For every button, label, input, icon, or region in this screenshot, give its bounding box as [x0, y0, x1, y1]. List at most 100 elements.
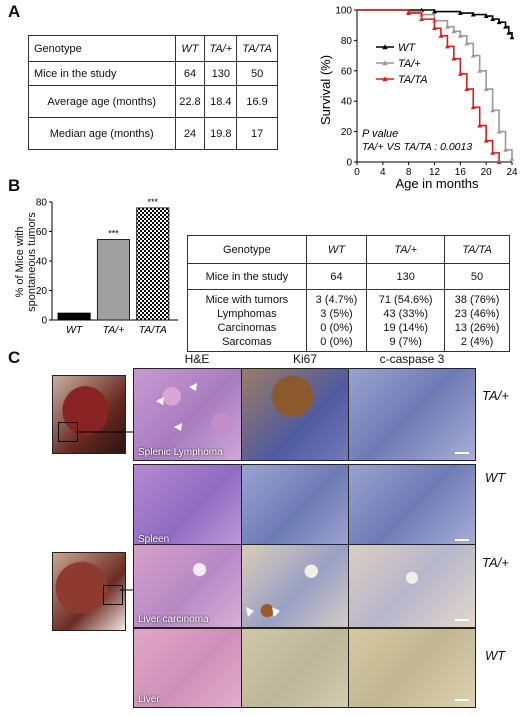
bar-tata: [136, 207, 170, 321]
significance-label: ***: [148, 197, 159, 207]
table-cell: 0 (0%): [320, 335, 353, 348]
photo-inset-box: [103, 585, 123, 605]
bar-ta: [96, 239, 130, 321]
row-label-sarcomas: Sarcomas: [222, 335, 272, 348]
row-label: WT: [485, 648, 506, 663]
table-cell: 64: [174, 61, 206, 86]
series-point: [490, 16, 496, 22]
y-tick-label: 80: [36, 198, 48, 209]
series-point: [419, 16, 424, 22]
series-point: [483, 13, 489, 18]
tile-liver-he: Liver: [133, 628, 261, 708]
x-tick-label: TA/TA: [139, 324, 167, 336]
column-header-he: H&E: [184, 352, 210, 366]
row-label-carcinomas: Carcinomas: [217, 321, 277, 334]
tumor-bar-chart: 0 20 40 60 80 WT TA/+ *** TA/TA ***: [36, 197, 178, 336]
table-row: Mice in the study 64 130 50: [187, 263, 510, 290]
y-axis-label: Survival (%): [318, 55, 333, 125]
x-tick-label: 8: [406, 167, 412, 178]
table-row-label: Median age (months): [28, 117, 176, 150]
series-point: [432, 9, 437, 14]
p-value-title: P value: [362, 128, 398, 140]
table-cell: 23 (46%): [454, 307, 500, 320]
tile-liver-carcinoma-caspase: [348, 544, 476, 628]
table-row: Genotype WT TA/+ TA/TA: [187, 235, 510, 264]
table-cell: 2 (4%): [460, 335, 494, 348]
legend-marker: [382, 60, 388, 66]
series-point: [457, 71, 463, 76]
table-cell: 3 (4.7%): [315, 293, 358, 306]
panel-letter-b: B: [8, 176, 21, 195]
table-row: Median age (months) 24 19.8 17: [28, 117, 278, 150]
significance-label: ***: [108, 228, 119, 238]
series-point: [464, 41, 470, 46]
row-label: WT: [485, 470, 506, 485]
series-point: [506, 30, 512, 35]
x-tick-label: WT: [66, 324, 84, 336]
column-header-ki67: Ki67: [292, 352, 318, 366]
series-point: [432, 25, 437, 31]
table-cell: 13 (26%): [454, 321, 500, 334]
series-point: [451, 28, 457, 34]
x-tick-label: 16: [455, 167, 467, 178]
series-point: [457, 10, 463, 15]
x-axis-label: Age in months: [395, 176, 479, 191]
table-header-cell: WT: [174, 35, 206, 62]
series-line-tata: [357, 9, 500, 162]
table-cell: 38 (76%): [454, 293, 500, 306]
table-b: Genotype WT TA/+ TA/TA Mice in the study…: [187, 235, 510, 352]
column-header-caspase: c-caspase 3: [379, 352, 445, 366]
series-point: [496, 19, 502, 25]
y-tick-label: 60: [341, 66, 353, 77]
tile-liver-carcinoma-ki67: [241, 544, 369, 628]
table-row-label: Mice in the study: [28, 61, 176, 86]
table-cell: 130: [366, 263, 446, 290]
row-label: TA/+: [482, 555, 509, 570]
panel-letter-c: C: [8, 348, 21, 367]
tile-label: Liver carcinoma: [138, 614, 209, 625]
y-tick-label: 100: [335, 6, 352, 17]
survival-chart: 0 20 40 60 80 100 0 4 8 12 16 20 24 Survival (%) Age…: [318, 6, 518, 192]
x-tick-label: 0: [354, 167, 360, 178]
tile-label: Spleen: [138, 534, 170, 545]
tile-liver-ki67: [241, 628, 369, 708]
scale-bar: [455, 699, 469, 701]
chart-legend: WT TA/+ TA/TA: [376, 42, 428, 86]
legend-label: WT: [398, 42, 416, 54]
arrowhead-markers: [246, 607, 280, 617]
series-point: [496, 129, 502, 134]
y-tick-label: 0: [346, 158, 352, 169]
series-point: [509, 34, 515, 40]
table-cell-group: 3 (4.7%) 3 (5%) 0 (0%) 0 (0%): [305, 289, 368, 352]
table-cell: 130: [204, 61, 238, 86]
tile-label: Liver: [138, 694, 160, 705]
table-row-label: Mice in the study: [187, 263, 307, 290]
table-cell: 19.8: [204, 117, 238, 150]
y-tick-label: 80: [341, 36, 353, 47]
tile-splenic-lymphoma-he: Splenic Lymphoma: [133, 368, 261, 461]
series-point: [503, 24, 508, 29]
table-cell: 50: [444, 263, 510, 290]
x-tick-label: 4: [380, 167, 386, 178]
table-row: Genotype WT TA/+ TA/TA: [28, 35, 278, 62]
table-cell: 24: [174, 117, 206, 150]
table-row: Average age (months) 22.8 18.4 16.9: [28, 85, 278, 118]
legend-marker: [382, 44, 388, 50]
gross-photo-liver: [52, 552, 126, 631]
table-cell: 9 (7%): [389, 335, 422, 348]
row-label: TA/+: [482, 388, 509, 403]
series-point: [464, 86, 470, 91]
series-point: [490, 150, 496, 155]
legend-label: TA/TA: [398, 74, 428, 86]
row-label-tumors: Mice with tumors: [205, 293, 289, 306]
series-point: [470, 53, 476, 58]
series-point: [438, 33, 444, 38]
series-point: [483, 138, 489, 143]
table-cell: 19 (14%): [383, 321, 428, 334]
series-point: [483, 86, 489, 91]
y-tick-label: 20: [341, 127, 353, 138]
series-point: [470, 12, 476, 17]
table-header-cell: Genotype: [187, 235, 307, 264]
table-row: Mice in the study 64 130 50: [28, 61, 278, 86]
